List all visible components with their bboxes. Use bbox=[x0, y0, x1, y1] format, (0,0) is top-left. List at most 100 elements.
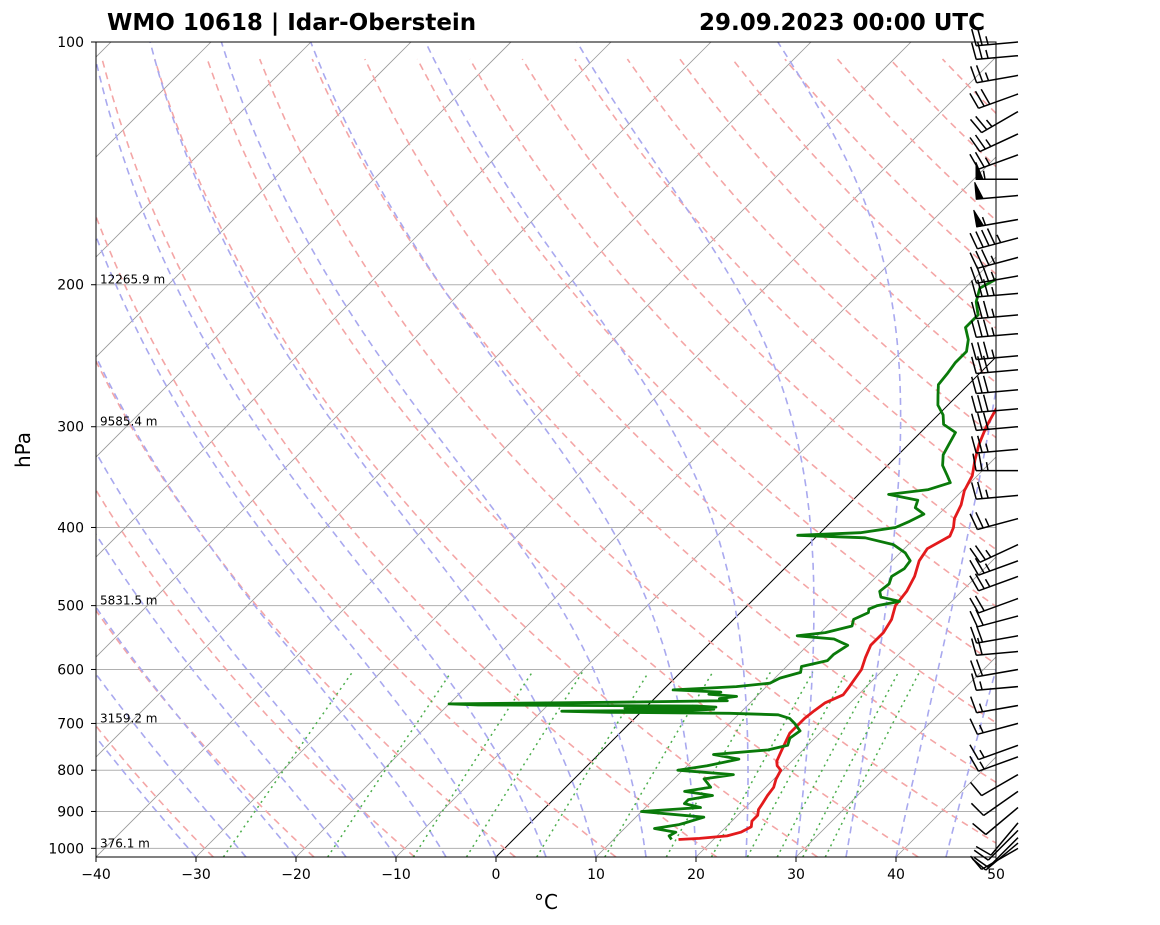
wind-barb bbox=[969, 88, 1019, 110]
wind-barb bbox=[969, 659, 1019, 678]
wind-barb-feather bbox=[969, 718, 979, 735]
y-tick-label: 400 bbox=[57, 520, 84, 536]
wind-barb bbox=[969, 773, 1019, 797]
mixing-ratio-line bbox=[327, 671, 452, 857]
y-tick-label: 500 bbox=[57, 599, 84, 615]
wind-barb-staff bbox=[978, 597, 1019, 614]
wind-barb-staff bbox=[976, 292, 1019, 298]
wind-barb bbox=[969, 543, 1019, 563]
wind-barb-feather bbox=[976, 413, 983, 431]
wind-barb bbox=[970, 28, 1019, 47]
moist-adiabat bbox=[96, 735, 197, 857]
height-label: 5831.5 m bbox=[100, 594, 158, 608]
wind-barb bbox=[970, 375, 1019, 395]
wind-barb-half-feather bbox=[985, 489, 989, 499]
wind-barb-feather bbox=[975, 231, 984, 248]
wind-barb-feather bbox=[976, 395, 983, 413]
wind-barb-feather bbox=[976, 28, 983, 46]
wind-barb-feather bbox=[974, 134, 987, 150]
wind-barb-staff bbox=[976, 685, 1019, 691]
wind-barb-staff bbox=[976, 650, 1019, 656]
dry-adiabat bbox=[96, 359, 516, 857]
wind-barb-feather bbox=[970, 673, 977, 691]
wind-barb-half-feather bbox=[985, 443, 989, 453]
wind-barb-feather bbox=[969, 93, 980, 109]
wind-barb-feather bbox=[982, 300, 989, 318]
wind-barb bbox=[969, 511, 1019, 531]
dry-adiabat bbox=[311, 58, 996, 784]
wind-barbs bbox=[969, 28, 1019, 871]
dry-adiabat bbox=[101, 58, 718, 857]
wind-barb-half-feather bbox=[979, 761, 985, 770]
wind-barb-feather bbox=[970, 28, 977, 46]
y-tick-label: 200 bbox=[57, 278, 84, 294]
wind-barb-feather bbox=[981, 249, 990, 266]
wind-barb-feather bbox=[970, 280, 977, 298]
wind-barb bbox=[969, 755, 1019, 772]
wind-barb-flag bbox=[973, 209, 985, 228]
isotherm bbox=[395, 256, 996, 857]
wind-barb-half-feather bbox=[984, 518, 990, 527]
mixing-ratio-line bbox=[746, 672, 848, 857]
wind-barb bbox=[970, 481, 1019, 500]
wind-barb-staff bbox=[985, 842, 1019, 871]
wind-barb-feather bbox=[970, 802, 985, 817]
wind-barb-staff bbox=[976, 314, 1019, 320]
wind-barb bbox=[970, 341, 1019, 361]
wind-barb bbox=[969, 151, 1019, 170]
x-tick-label: −30 bbox=[181, 867, 211, 883]
chart-title-datetime: 29.09.2023 00:00 UTC bbox=[699, 10, 985, 36]
wind-barb-feather bbox=[986, 228, 996, 245]
wind-barb-staff bbox=[977, 722, 1019, 736]
wind-barb-feather bbox=[975, 845, 992, 856]
wind-barb-feather bbox=[976, 301, 983, 319]
wind-barb-feather bbox=[970, 413, 977, 431]
wind-barb bbox=[970, 790, 1019, 817]
wind-barb-half-feather bbox=[978, 703, 984, 712]
wind-barb-feather bbox=[969, 137, 981, 153]
wind-barb-feather bbox=[970, 436, 977, 454]
wind-barb-feather bbox=[972, 858, 987, 871]
wind-barb-staff bbox=[990, 822, 1019, 856]
wind-barb-feather bbox=[975, 609, 984, 626]
height-labels: 12265.9 m 9585.4 m 5831.5 m 3159.2 m 376.1 m bbox=[100, 273, 165, 851]
wind-barb bbox=[970, 435, 1019, 454]
x-axis-label: °C bbox=[534, 890, 558, 914]
series-area bbox=[447, 277, 996, 841]
wind-barb-feather bbox=[974, 595, 985, 612]
wind-barb bbox=[970, 279, 1019, 298]
wind-barb-half-feather bbox=[978, 724, 984, 734]
wind-barb-feather bbox=[970, 356, 977, 374]
wind-barb bbox=[974, 181, 1019, 200]
wind-barb-staff bbox=[985, 806, 1019, 836]
wind-barb-staff bbox=[978, 575, 1019, 592]
x-tick-label: −40 bbox=[81, 867, 111, 883]
wind-barb-feather bbox=[976, 376, 983, 394]
y-tick-label: 100 bbox=[57, 35, 84, 51]
dewpoint-line bbox=[447, 277, 996, 841]
wind-barb-half-feather bbox=[985, 461, 989, 471]
mixing-ratio-line bbox=[802, 672, 899, 857]
wind-barb-feather bbox=[969, 66, 978, 83]
isotherm bbox=[595, 456, 996, 857]
y-tick-label: 700 bbox=[57, 716, 84, 732]
wind-barb-half-feather bbox=[984, 578, 991, 588]
height-label: 3159.2 m bbox=[100, 711, 158, 725]
wind-barb-staff bbox=[976, 704, 1019, 714]
wind-barb-staff bbox=[979, 543, 1019, 563]
wind-barb-feather bbox=[974, 151, 985, 168]
wind-barb-staff bbox=[976, 389, 1019, 395]
wind-barb-feather bbox=[970, 482, 977, 500]
wind-barb-feather bbox=[969, 597, 980, 614]
wind-barb-half-feather bbox=[984, 157, 991, 166]
wind-barb-half-feather bbox=[981, 216, 987, 226]
mixing-ratio-line bbox=[710, 672, 814, 857]
wind-barb-feather bbox=[975, 659, 984, 676]
wind-barb-feather bbox=[981, 229, 990, 247]
wind-barb-staff bbox=[981, 110, 1019, 134]
wind-barb-staff bbox=[977, 256, 1019, 270]
wind-barb-staff bbox=[981, 773, 1019, 797]
wind-barb-half-feather bbox=[990, 255, 996, 264]
wind-barb-staff bbox=[976, 425, 1019, 432]
